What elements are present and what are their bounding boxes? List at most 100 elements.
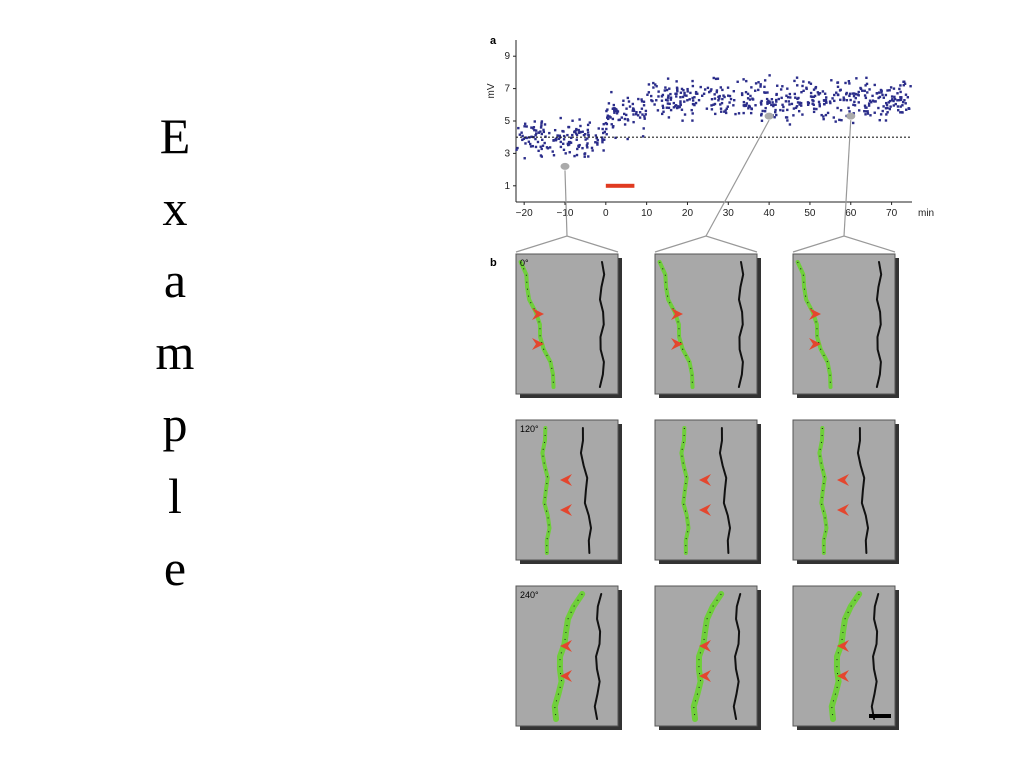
data-point	[845, 99, 849, 102]
data-point	[774, 110, 777, 114]
data-point	[864, 110, 867, 113]
data-point	[522, 137, 526, 141]
data-point	[851, 92, 854, 95]
data-point	[879, 88, 883, 92]
data-point	[530, 135, 533, 139]
data-point	[784, 116, 788, 119]
data-point	[679, 91, 683, 94]
data-point	[705, 107, 709, 110]
arrowhead	[699, 474, 711, 486]
data-point	[818, 103, 821, 106]
micrograph-grid: 0° 120° 240°	[515, 253, 899, 730]
data-point	[852, 112, 855, 115]
data-point	[786, 96, 790, 99]
data-point	[896, 105, 900, 108]
data-point	[813, 94, 817, 98]
data-point	[852, 103, 855, 107]
data-point	[789, 96, 792, 99]
data-point	[644, 109, 648, 113]
data-point	[664, 86, 667, 89]
data-point	[640, 100, 644, 103]
data-point	[534, 145, 538, 149]
data-point	[534, 137, 537, 141]
y-tick-label: 3	[504, 148, 510, 159]
data-point	[724, 109, 727, 112]
data-point	[757, 88, 760, 92]
data-point	[596, 143, 599, 146]
data-point	[613, 107, 617, 110]
data-point	[781, 109, 785, 112]
data-point	[706, 86, 710, 90]
x-tick-label: 20	[682, 208, 694, 219]
data-point	[742, 100, 746, 104]
data-point	[683, 94, 686, 97]
x-tick-label: 40	[764, 208, 776, 219]
data-point	[864, 96, 868, 100]
data-point	[668, 87, 671, 90]
data-point	[849, 98, 852, 102]
data-point	[672, 101, 676, 105]
data-point	[732, 104, 735, 107]
scale-bar	[869, 714, 891, 718]
data-point	[660, 99, 664, 102]
data-point	[838, 89, 842, 92]
title-letter: E	[159, 108, 191, 164]
data-point	[543, 123, 547, 126]
data-point	[890, 95, 894, 98]
data-point	[869, 114, 872, 117]
y-axis-label: mV	[486, 83, 497, 98]
data-point	[878, 118, 881, 122]
data-point	[816, 91, 820, 94]
data-point	[540, 147, 543, 151]
data-point	[726, 105, 730, 108]
data-point	[554, 139, 558, 142]
data-point	[716, 77, 720, 80]
data-point	[717, 95, 720, 99]
data-point	[632, 113, 635, 116]
data-point	[681, 119, 684, 122]
data-point	[518, 133, 522, 136]
data-point	[812, 88, 816, 91]
data-point	[732, 90, 736, 93]
data-point	[524, 142, 527, 145]
data-point	[682, 89, 685, 92]
data-point	[675, 92, 678, 95]
data-point	[539, 130, 542, 133]
data-point	[865, 106, 868, 109]
data-point	[866, 112, 870, 115]
green-dendrite	[518, 260, 556, 389]
data-point	[655, 85, 658, 88]
data-point	[680, 87, 684, 91]
data-point	[660, 95, 664, 98]
data-point	[617, 118, 620, 122]
title-letter: e	[163, 540, 187, 596]
data-point	[611, 117, 615, 121]
data-point	[889, 105, 892, 108]
data-point	[759, 83, 762, 86]
data-point	[642, 104, 646, 107]
time-label: 240°	[520, 590, 539, 600]
data-point	[548, 146, 552, 149]
data-point	[812, 99, 815, 103]
data-point	[681, 95, 685, 99]
data-point	[680, 108, 684, 111]
data-point	[647, 83, 651, 86]
data-point	[688, 98, 691, 101]
data-point	[728, 94, 732, 98]
data-point	[848, 94, 851, 98]
data-point	[780, 96, 783, 100]
data-point	[840, 118, 843, 122]
data-point	[747, 104, 751, 108]
data-point	[703, 88, 707, 91]
data-point	[810, 95, 814, 99]
data-point	[865, 82, 869, 86]
data-point	[793, 92, 796, 96]
arrowhead	[560, 474, 572, 486]
data-point	[884, 107, 888, 110]
data-point	[642, 127, 645, 130]
data-point	[559, 145, 563, 149]
data-point	[848, 110, 851, 113]
x-tick-label: 10	[641, 208, 653, 219]
data-point	[625, 107, 628, 110]
data-point	[533, 128, 536, 132]
